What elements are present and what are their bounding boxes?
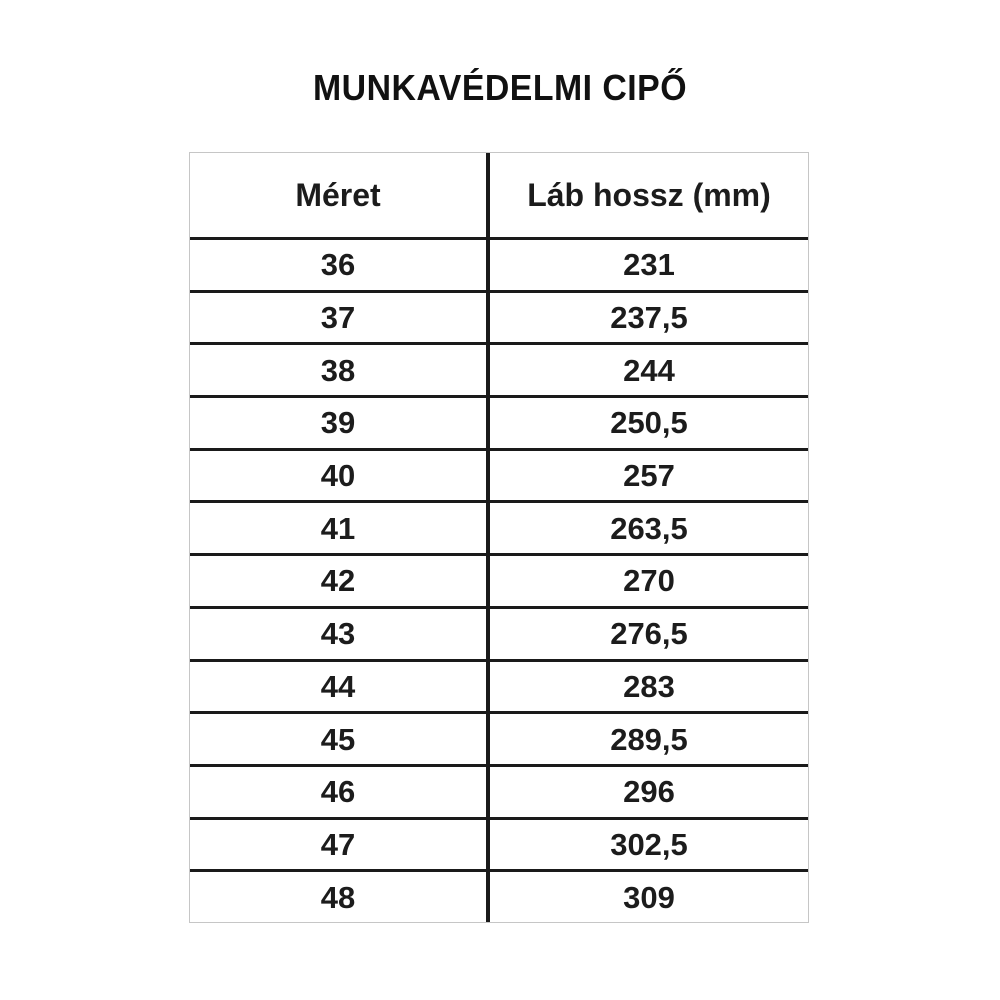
- table-header-row: Méret Láb hossz (mm): [190, 153, 808, 237]
- foot-length-cell: 237,5: [486, 292, 808, 343]
- size-cell: 48: [320, 879, 356, 915]
- foot-length-cell: 289,5: [486, 714, 808, 764]
- size-cell: 44: [320, 668, 356, 704]
- column-header-foot-length: Láb hossz (mm): [486, 153, 808, 237]
- shoe-size-table: Méret Láb hossz (mm) 36 231 37 237,5 38 …: [189, 152, 809, 923]
- table-row: 39 250,5: [190, 395, 808, 448]
- table-row: 47 302,5: [190, 816, 808, 870]
- foot-length-cell: 296: [486, 766, 808, 817]
- table-row: 43 276,5: [190, 605, 808, 659]
- foot-length-cell: 309: [486, 872, 808, 922]
- size-cell: 43: [320, 616, 356, 652]
- size-cell: 38: [320, 352, 356, 388]
- foot-length-cell: 276,5: [486, 608, 808, 659]
- foot-length-cell: 270: [486, 556, 808, 606]
- foot-length-cell: 302,5: [486, 819, 808, 870]
- size-cell: 36: [320, 247, 356, 283]
- table-row: 38 244: [190, 342, 808, 396]
- table-row: 44 283: [190, 658, 808, 712]
- column-header-size: Méret: [295, 177, 381, 213]
- size-cell: 41: [320, 510, 356, 546]
- table-row: 36 231: [190, 237, 808, 290]
- size-cell: 37: [320, 300, 356, 336]
- foot-length-cell: 283: [486, 661, 808, 712]
- size-cell: 42: [320, 563, 356, 599]
- table-row: 48 309: [190, 869, 808, 922]
- table-row: 40 257: [190, 447, 808, 501]
- table-row: 41 263,5: [190, 500, 808, 554]
- foot-length-cell: 231: [486, 240, 808, 290]
- foot-length-cell: 257: [486, 450, 808, 501]
- table-row: 37 237,5: [190, 289, 808, 343]
- table-row: 46 296: [190, 763, 808, 817]
- table-row: 45 289,5: [190, 711, 808, 764]
- size-cell: 39: [320, 405, 356, 441]
- foot-length-cell: 244: [486, 345, 808, 396]
- size-cell: 47: [320, 826, 356, 862]
- table-row: 42 270: [190, 553, 808, 606]
- foot-length-cell: 250,5: [486, 398, 808, 448]
- size-cell: 46: [320, 774, 356, 810]
- size-cell: 40: [320, 458, 356, 494]
- size-cell: 45: [320, 721, 356, 757]
- foot-length-cell: 263,5: [486, 503, 808, 554]
- page-title: MUNKAVÉDELMI CIPŐ: [313, 67, 687, 108]
